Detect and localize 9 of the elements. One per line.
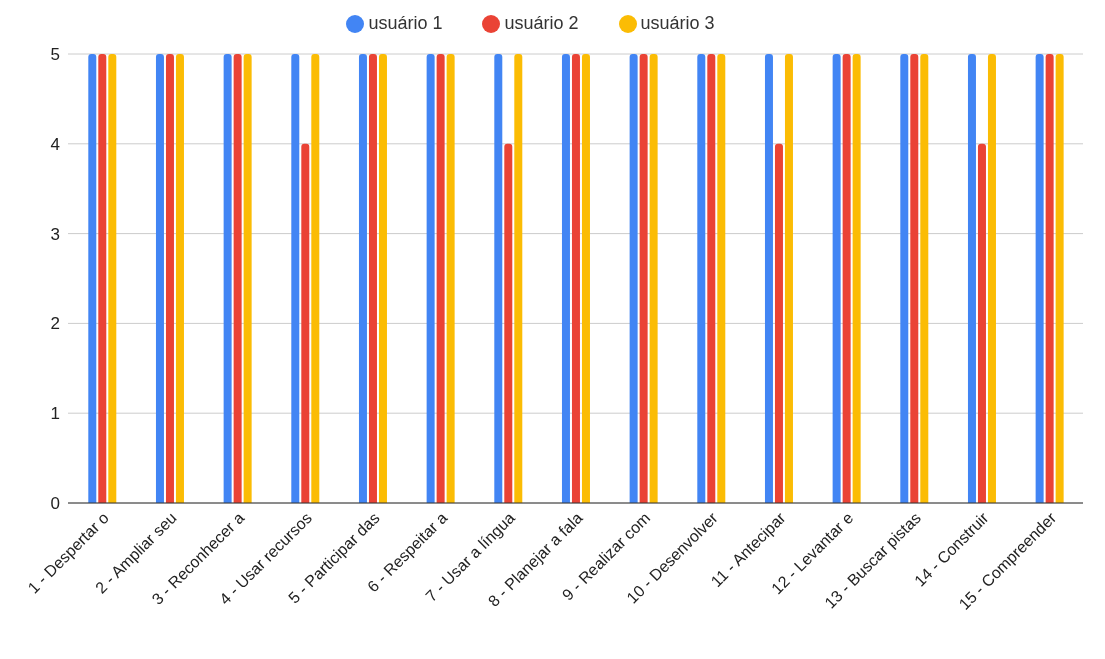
legend-label: usuário 2 <box>504 13 579 33</box>
y-tick-label: 3 <box>50 224 60 244</box>
y-tick-label: 5 <box>50 45 60 65</box>
y-tick-label: 1 <box>50 404 60 424</box>
y-tick-label: 0 <box>50 494 60 514</box>
y-tick-label: 2 <box>50 314 60 334</box>
legend-label: usuário 1 <box>368 13 443 33</box>
y-tick-label: 4 <box>50 134 60 154</box>
legend-label: usuário 3 <box>640 13 715 33</box>
